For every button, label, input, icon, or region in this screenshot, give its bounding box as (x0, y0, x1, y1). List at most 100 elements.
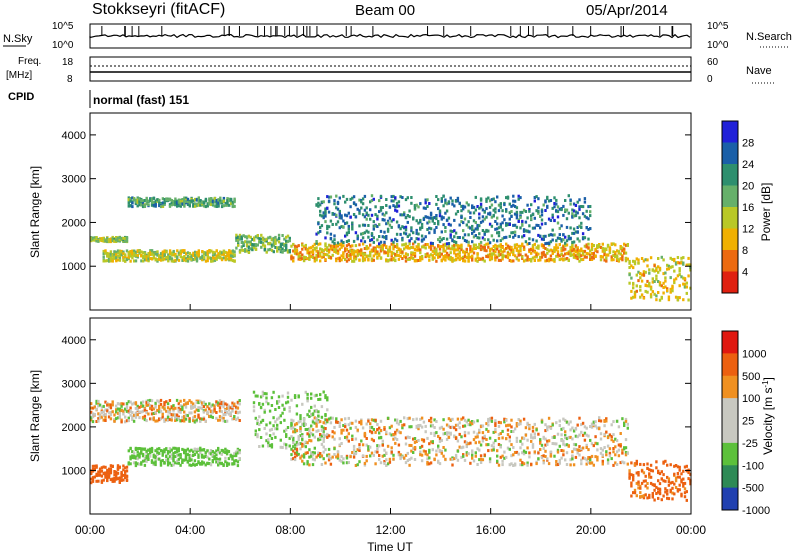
heatmap-cell (138, 452, 141, 456)
heatmap-cell (397, 200, 401, 204)
heatmap-cell (150, 408, 154, 412)
heatmap-cell (499, 222, 502, 226)
heatmap-cell (479, 220, 483, 224)
heatmap-cell (276, 427, 279, 431)
heatmap-cell (249, 240, 252, 244)
heatmap-cell (98, 467, 102, 471)
heatmap-cell (501, 246, 504, 249)
heatmap-cell (234, 450, 238, 454)
heatmap-cell (302, 455, 306, 459)
heatmap-cell (297, 394, 300, 398)
heatmap-cell (122, 250, 125, 254)
heatmap-cell (308, 438, 311, 442)
heatmap-cell (535, 195, 538, 199)
heatmap-cell (379, 436, 383, 440)
heatmap-cell (124, 253, 127, 257)
heatmap-cell (462, 221, 465, 225)
heatmap-cell (386, 259, 390, 263)
heatmap-cell (140, 254, 143, 258)
heatmap-cell (227, 405, 231, 409)
heatmap-cell (372, 220, 375, 224)
colorbar-tick-label: 8 (742, 245, 748, 257)
heatmap-cell (431, 448, 434, 452)
heatmap-cell (107, 475, 111, 479)
heatmap-cell (138, 197, 141, 201)
heatmap-cell (129, 252, 132, 255)
heatmap-cell (317, 451, 320, 455)
heatmap-cell (369, 254, 372, 258)
heatmap-cell (177, 204, 181, 208)
heatmap-cell (646, 486, 649, 490)
heatmap-cell (315, 424, 318, 428)
heatmap-cell (564, 247, 567, 251)
heatmap-cell (442, 446, 445, 449)
heatmap-cell (632, 295, 635, 299)
heatmap-cell (154, 401, 157, 405)
heatmap-cell (238, 448, 241, 452)
heatmap-cell (132, 456, 136, 460)
heatmap-cell (254, 429, 257, 433)
heatmap-cell (410, 425, 413, 429)
heatmap-cell (528, 248, 531, 252)
heatmap-cell (551, 206, 554, 210)
heatmap-cell (156, 258, 159, 262)
heatmap-cell (306, 432, 309, 436)
heatmap-cell (451, 417, 454, 421)
colorbar-swatch (722, 228, 738, 251)
heatmap-cell (219, 196, 222, 200)
heatmap-cell (120, 470, 123, 474)
heatmap-cell (136, 204, 139, 208)
heatmap-cell (127, 196, 130, 200)
nsearch-label: N.Search (746, 31, 792, 43)
heatmap-cell (256, 435, 259, 439)
heatmap-cell (420, 255, 424, 258)
heatmap-cell (177, 258, 181, 262)
heatmap-cell (367, 254, 370, 258)
heatmap-cell (494, 207, 497, 211)
heatmap-cell (426, 462, 429, 466)
heatmap-cell (170, 418, 173, 422)
heatmap-cell (560, 456, 563, 460)
heatmap-cell (224, 460, 227, 464)
heatmap-cell (233, 415, 236, 418)
heatmap-cell (295, 451, 299, 455)
heatmap-cell (356, 251, 359, 255)
heatmap-cell (192, 450, 195, 454)
heatmap-cell (422, 449, 426, 453)
heatmap-cell (199, 199, 202, 203)
heatmap-cell (161, 415, 164, 419)
heatmap-cell (537, 244, 540, 248)
heatmap-cell (154, 252, 157, 256)
heatmap-cell (150, 459, 154, 463)
heatmap-cell (299, 442, 302, 446)
heatmap-cell (383, 240, 386, 244)
heatmap-cell (124, 259, 127, 263)
heatmap-cell (245, 249, 249, 253)
heatmap-cell (474, 227, 477, 231)
heatmap-cell (560, 238, 563, 242)
heatmap-cell (228, 253, 231, 257)
heatmap-cell (508, 202, 511, 206)
heatmap-cell (211, 450, 214, 453)
heatmap-cell (140, 259, 143, 263)
heatmap-cell (344, 249, 347, 253)
heatmap-cell (626, 422, 629, 426)
heatmap-cell (220, 416, 223, 420)
heatmap-cell (617, 258, 621, 262)
heatmap-cell (572, 249, 576, 253)
heatmap-cell (617, 443, 621, 447)
heatmap-cell (490, 198, 494, 202)
heatmap-cell (104, 249, 107, 253)
heatmap-cell (322, 249, 325, 253)
heatmap-cell (143, 447, 147, 451)
heatmap-cell (497, 258, 501, 262)
heatmap-cell (547, 217, 551, 221)
heatmap-cell (242, 234, 245, 238)
heatmap-cell (138, 249, 141, 253)
heatmap-cell (129, 446, 132, 450)
heatmap-cell (406, 253, 409, 257)
heatmap-cell (335, 455, 338, 459)
heatmap-cell (506, 256, 510, 260)
heatmap-cell (567, 252, 570, 256)
